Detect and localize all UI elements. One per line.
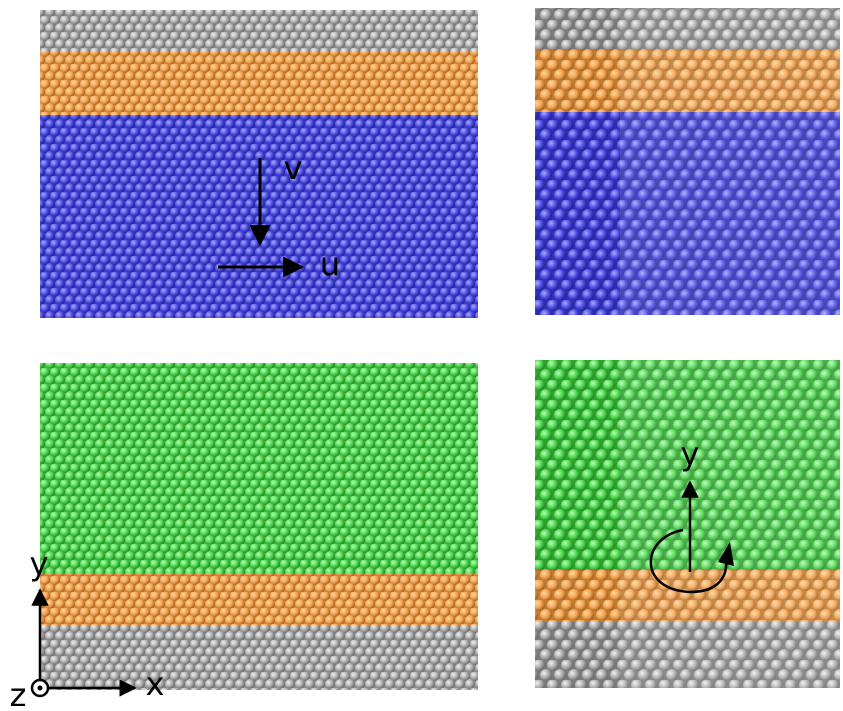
- v-label: v: [284, 149, 303, 187]
- figure: v u y x z y: [0, 0, 843, 711]
- gray-layer: [40, 10, 478, 52]
- panel-bottom-right: y: [535, 360, 840, 688]
- shade: [620, 360, 840, 688]
- z-axis-dot: [38, 686, 43, 691]
- panel-top-left: v u: [40, 10, 478, 318]
- y-axis-label: y: [30, 545, 49, 583]
- orange-layer: [40, 573, 478, 625]
- y-label: y: [681, 435, 700, 473]
- gray-layer: [40, 625, 478, 690]
- page: {"panels": {"top_left": {"labels": {"v":…: [0, 0, 843, 711]
- panel-top-right: [535, 8, 840, 315]
- z-axis-label: z: [10, 676, 27, 711]
- x-axis-label: x: [146, 665, 165, 703]
- u-label: u: [320, 245, 340, 283]
- shade: [620, 8, 840, 315]
- green-layer: [40, 363, 478, 573]
- orange-layer: [40, 52, 478, 115]
- panel-bottom-left: y x z: [10, 363, 478, 711]
